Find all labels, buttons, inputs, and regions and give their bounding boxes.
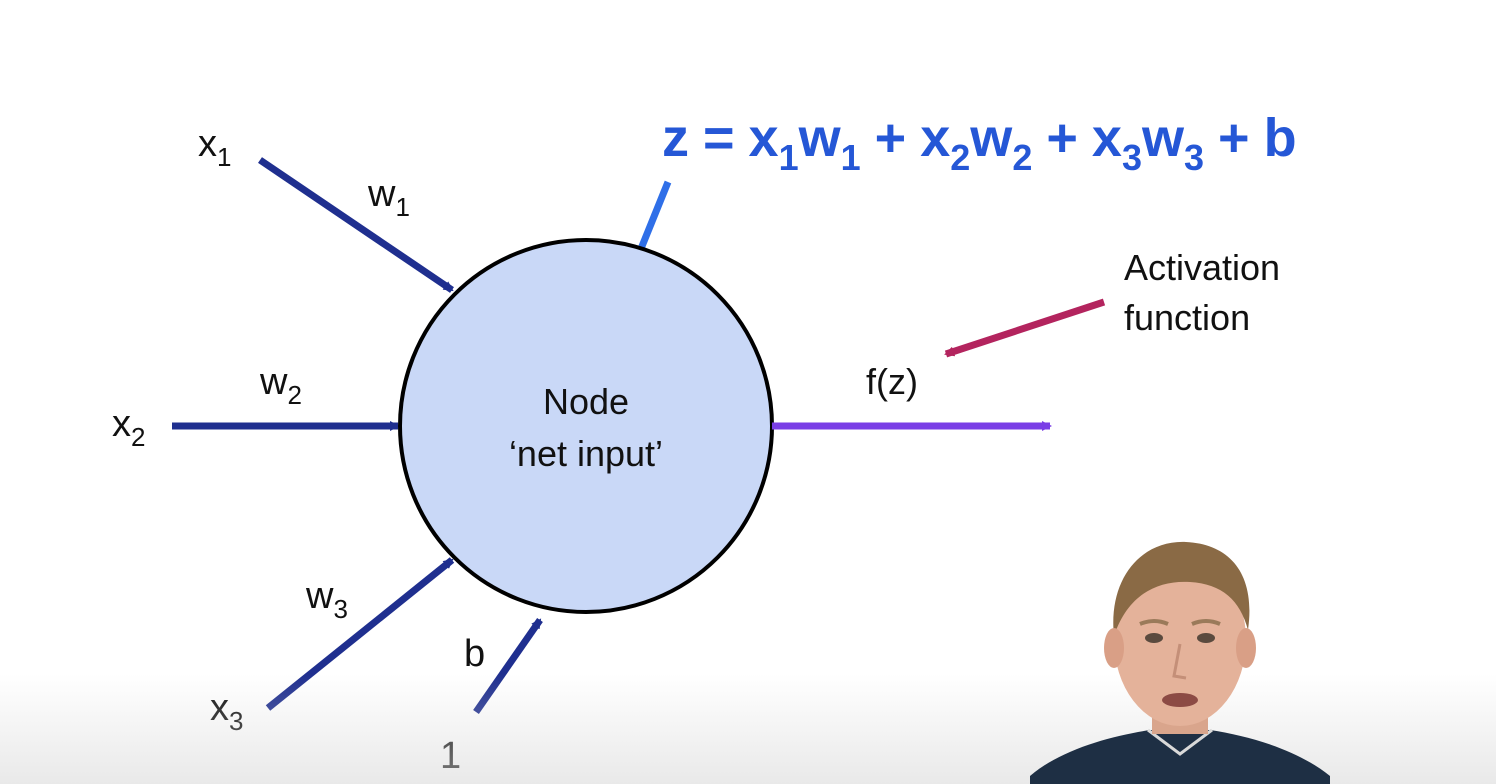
presenter-image [1030,541,1330,784]
bias-label: b [464,633,485,675]
weight-label-w1: w1 [367,173,410,222]
input-label-x2: x2 [112,403,145,452]
node-circle [398,238,774,614]
node-label: Node [543,381,629,422]
input-arrow-x1 [258,157,454,293]
input-label-x1: x1 [198,123,231,172]
activation-pointer-arrow [944,298,1106,358]
net-input-equation: z = x1w1 + x2w2 + x3w3 + b [662,108,1297,178]
activation-label: Activation [1124,247,1280,288]
output-label: f(z) [866,361,918,402]
weight-label-w2: w2 [259,361,302,410]
weight-label-w3: w3 [305,575,348,624]
node-sublabel: ‘net input’ [509,433,663,474]
activation-sublabel: function [1124,297,1250,338]
